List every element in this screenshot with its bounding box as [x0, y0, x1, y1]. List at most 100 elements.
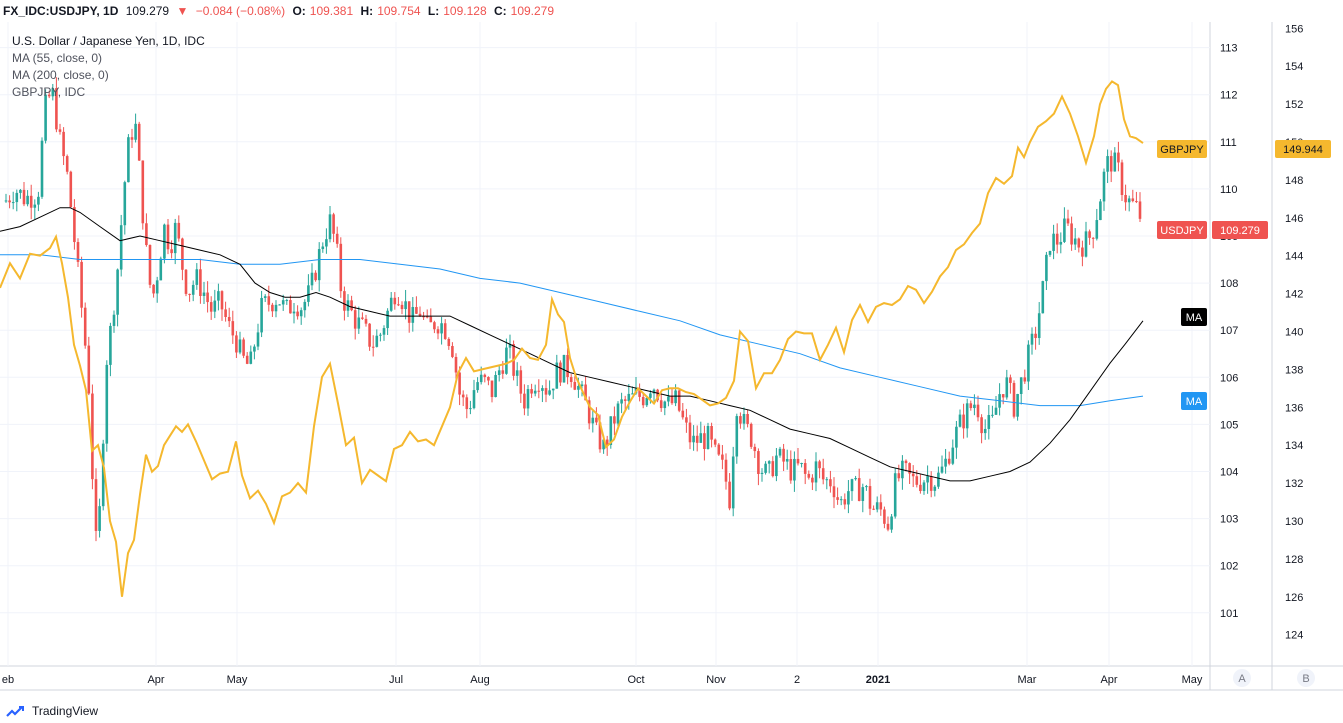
candle-body — [253, 346, 256, 352]
low-label: L: — [427, 4, 440, 18]
candle-body — [332, 214, 335, 234]
candle-body — [44, 94, 47, 141]
candle-body — [764, 463, 767, 473]
candle-body — [303, 301, 307, 311]
candle-body — [1091, 237, 1095, 239]
candle-body — [850, 479, 854, 492]
candle-body — [904, 460, 908, 464]
candle-body — [857, 478, 861, 502]
y-right-tick-label: 142 — [1285, 289, 1303, 301]
candle-body — [55, 88, 58, 130]
candle-body — [65, 156, 69, 172]
candle-body — [886, 523, 890, 530]
candle-body — [285, 300, 289, 302]
price-chart[interactable]: 1011021031041051061071081091101111121131… — [0, 0, 1343, 700]
scale-button-b — [1297, 669, 1315, 687]
candle-body — [451, 346, 454, 357]
candle-body — [101, 443, 105, 507]
candle-body — [656, 389, 659, 401]
candle-body — [404, 301, 407, 310]
candle-body — [861, 487, 865, 502]
ma55-tag-text: MA — [1186, 312, 1203, 324]
candle-body — [569, 377, 573, 382]
candle-body — [199, 269, 202, 296]
candle-body — [1073, 238, 1077, 245]
y-left-tick-label: 104 — [1220, 467, 1238, 479]
candle-body — [789, 459, 793, 481]
y-left-tick-label: 111 — [1220, 137, 1237, 149]
candle-body — [922, 482, 926, 492]
candle-body — [969, 403, 973, 409]
candle-body — [260, 297, 263, 333]
candle-body — [602, 439, 605, 450]
candle-body — [465, 397, 469, 410]
candle-body — [803, 463, 807, 474]
candle-body — [724, 459, 728, 482]
ma200-tag-text: MA — [1186, 396, 1203, 408]
candle-body — [94, 479, 98, 531]
candle-body — [937, 472, 940, 487]
candle-body — [595, 417, 598, 423]
candle-body — [242, 339, 245, 356]
candle-body — [479, 374, 483, 383]
candle-body — [433, 322, 436, 330]
x-tick-label: Aug — [470, 674, 490, 686]
candle-body — [829, 479, 832, 487]
candle-body — [663, 401, 667, 409]
candle-body — [1081, 247, 1084, 257]
candle-body — [965, 403, 969, 429]
candle-body — [447, 338, 451, 347]
legend-compare[interactable]: GBPJPY, IDC — [12, 85, 86, 99]
candle-body — [191, 284, 195, 295]
candle-body — [1102, 171, 1106, 202]
tradingview-logo-icon[interactable] — [6, 705, 28, 718]
legend-ma200[interactable]: MA (200, close, 0) — [12, 68, 109, 82]
candle-body — [519, 370, 523, 394]
y-right-tick-label: 126 — [1285, 592, 1303, 604]
candle-body — [767, 461, 771, 464]
candle-body — [314, 272, 317, 281]
candle-body — [429, 316, 433, 323]
candle-body — [598, 422, 602, 450]
candle-body — [80, 261, 83, 308]
candle-body — [109, 325, 112, 365]
legend-ma55[interactable]: MA (55, close, 0) — [12, 51, 103, 65]
candle-body — [548, 390, 551, 395]
candle-body — [15, 192, 19, 203]
legend-title[interactable]: U.S. Dollar / Japanese Yen, 1D, IDC — [12, 34, 205, 48]
brand-name[interactable]: TradingView — [32, 704, 99, 718]
candle-body — [152, 284, 155, 294]
candle-body — [832, 486, 836, 498]
candle-body — [742, 414, 746, 424]
candle-body — [620, 399, 623, 404]
candle-body — [670, 396, 674, 404]
candle-body — [292, 311, 296, 314]
candle-body — [256, 332, 260, 347]
close-value: 109.279 — [510, 4, 555, 18]
candle-body — [1135, 201, 1138, 203]
x-tick-label: 2 — [794, 674, 800, 686]
candle-body — [483, 374, 487, 378]
candle-body — [584, 384, 587, 401]
scale-button-label: A — [1238, 673, 1246, 685]
symbol-name[interactable]: FX_IDC:USDJPY, 1D — [3, 4, 119, 18]
candle-body — [249, 351, 253, 364]
x-tick-label: Nov — [706, 674, 726, 686]
candle-body — [983, 428, 987, 434]
candle-body — [123, 182, 127, 226]
candle-body — [328, 214, 332, 240]
candle-body — [551, 388, 555, 391]
candle-body — [58, 129, 62, 132]
candle-body — [753, 446, 757, 452]
candle-body — [217, 291, 220, 301]
candle-body — [148, 245, 152, 285]
y-left-tick-label: 107 — [1220, 325, 1238, 337]
candle-body — [40, 140, 44, 197]
y-left-tick-label: 101 — [1220, 608, 1238, 620]
candle-body — [26, 195, 29, 205]
candle-body — [818, 461, 821, 469]
candle-body — [541, 388, 544, 391]
candle-body — [209, 302, 213, 312]
y-left-tick-label: 108 — [1220, 278, 1238, 290]
ma200-line — [0, 254, 1144, 407]
